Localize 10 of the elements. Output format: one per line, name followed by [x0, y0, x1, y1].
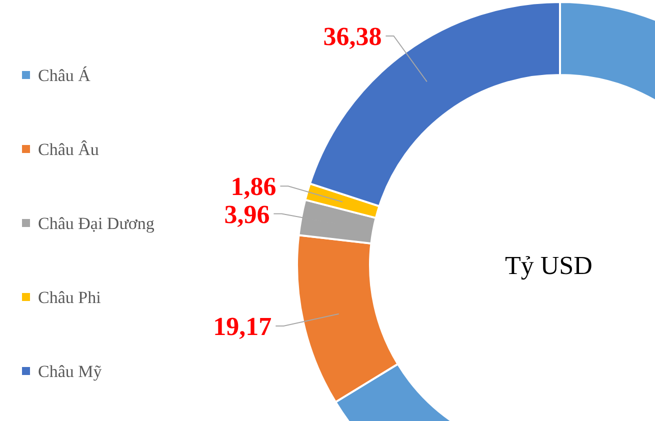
- data-label: 3,96: [224, 200, 270, 229]
- legend-label: Châu Âu: [38, 140, 100, 159]
- text: Tỷ USD: [505, 251, 592, 280]
- data-label: 1,86: [230, 172, 276, 202]
- legend-label: Châu Phi: [38, 288, 102, 307]
- legend-label: Châu Đại Dương: [38, 214, 155, 233]
- legend-label: Châu Á: [38, 66, 92, 85]
- data-label: 19,17: [213, 312, 272, 342]
- data-label: 36,38: [323, 22, 382, 52]
- legend-label: Châu Mỹ: [38, 362, 102, 381]
